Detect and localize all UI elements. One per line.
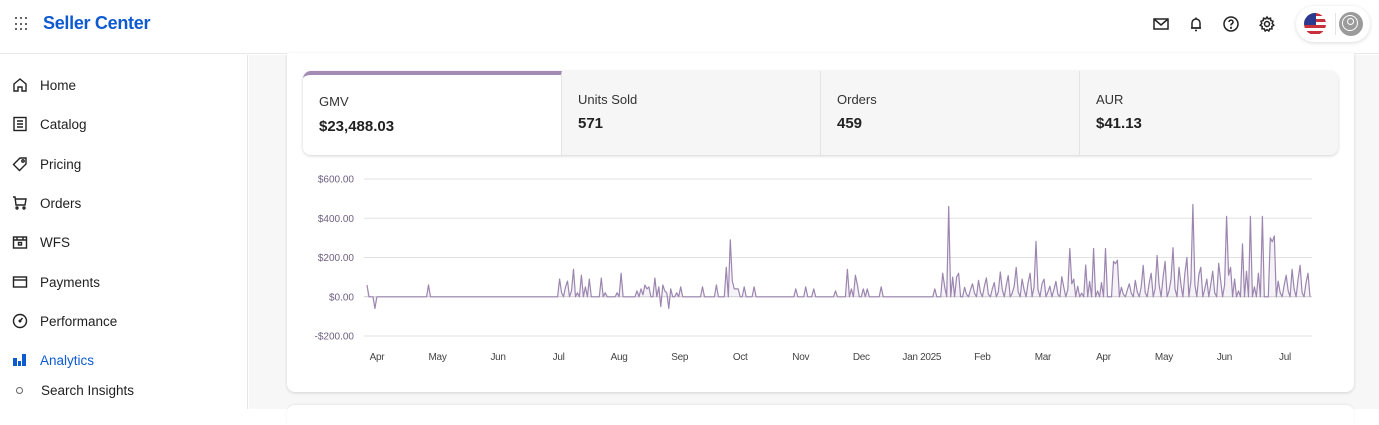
tab-label: GMV: [319, 94, 349, 109]
x-tick-label: Apr: [370, 352, 386, 363]
price-tag-icon: [12, 156, 28, 172]
main-content: GMV $23,488.03 Units Sold 571 Orders 459…: [249, 53, 1379, 425]
sidebar-item-label: Analytics: [40, 352, 95, 368]
x-tick-label: Jan 2025: [902, 352, 941, 363]
x-tick-label: Apr: [1096, 352, 1112, 363]
y-tick-label: $200.00: [318, 253, 355, 264]
grid-menu-icon[interactable]: [15, 17, 29, 31]
sidebar-item-label: Payments: [40, 274, 101, 290]
user-avatar-icon[interactable]: [1339, 12, 1363, 36]
y-tick-label: $600.00: [318, 175, 355, 186]
gauge-icon: [12, 313, 28, 329]
card-icon: [12, 274, 28, 290]
next-card: [287, 405, 1354, 425]
metric-tabs: GMV $23,488.03 Units Sold 571 Orders 459…: [303, 71, 1338, 155]
gmv-line-chart: -$200.00 $0.00 $200.00 $400.00 $600.00 Apr May…: [287, 163, 1354, 383]
tab-value: $41.13: [1096, 115, 1142, 132]
sidebar-item-orders[interactable]: Orders: [0, 188, 248, 218]
y-tick-label: $0.00: [329, 292, 354, 303]
analytics-card: GMV $23,488.03 Units Sold 571 Orders 459…: [287, 53, 1354, 392]
sidebar-item-home[interactable]: Home: [0, 70, 248, 100]
tab-value: 571: [578, 115, 604, 132]
y-tick-label: $400.00: [318, 214, 355, 225]
tab-gmv[interactable]: GMV $23,488.03: [303, 71, 562, 155]
brand-logo[interactable]: Seller Center: [43, 13, 151, 33]
x-tick-label: Sep: [671, 352, 689, 363]
sidebar-item-catalog[interactable]: Catalog: [0, 109, 248, 139]
account-pill[interactable]: [1296, 6, 1370, 42]
sidebar-item-payments[interactable]: Payments: [0, 267, 248, 297]
sidebar: Home Catalog Pricing Orders WFS Payments…: [0, 55, 248, 409]
sidebar-subitem-label: Search Insights: [41, 382, 135, 398]
sidebar-item-label: WFS: [40, 234, 70, 250]
x-tick-label: May: [1155, 352, 1173, 363]
bar-chart-icon: [12, 352, 28, 368]
x-tick-label: Aug: [611, 352, 628, 363]
x-tick-label: Feb: [974, 352, 991, 363]
tab-units-sold[interactable]: Units Sold 571: [562, 71, 821, 155]
chart-svg: -$200.00 $0.00 $200.00 $400.00 $600.00 Apr May…: [315, 175, 1312, 363]
x-tick-label: Mar: [1035, 352, 1052, 363]
cart-icon: [12, 195, 28, 211]
sidebar-item-label: Pricing: [40, 156, 82, 172]
series-line-gmv[interactable]: [366, 203, 1311, 310]
tab-orders[interactable]: Orders 459: [821, 71, 1080, 155]
mail-icon[interactable]: [1152, 15, 1170, 33]
tab-aur[interactable]: AUR $41.13: [1080, 71, 1338, 155]
sidebar-item-label: Catalog: [40, 116, 87, 132]
tab-value: 459: [837, 115, 863, 132]
top-bar: Seller Center: [0, 0, 1379, 54]
x-tick-label: Jul: [553, 352, 565, 363]
sidebar-item-label: Performance: [40, 313, 118, 329]
x-tick-label: Dec: [853, 352, 870, 363]
x-tick-label: Jun: [1217, 352, 1232, 363]
x-tick-label: Jun: [490, 352, 505, 363]
help-icon[interactable]: [1222, 15, 1240, 33]
sidebar-item-analytics[interactable]: Analytics: [0, 345, 248, 375]
y-tick-label: -$200.00: [315, 332, 355, 343]
tab-value: $23,488.03: [319, 118, 395, 135]
sidebar-item-label: Home: [40, 77, 77, 93]
sidebar-subitem-search-insights[interactable]: Search Insights: [0, 378, 248, 402]
x-tick-label: Oct: [733, 352, 748, 363]
bullet-icon: [16, 386, 23, 394]
pill-divider: [1335, 13, 1336, 35]
home-icon: [12, 77, 28, 93]
tab-label: Units Sold: [578, 92, 638, 107]
tab-label: AUR: [1096, 92, 1124, 107]
sidebar-item-wfs[interactable]: WFS: [0, 227, 248, 257]
sidebar-item-performance[interactable]: Performance: [0, 306, 248, 336]
x-tick-label: Jul: [1279, 352, 1291, 363]
tab-label: Orders: [837, 92, 877, 107]
sidebar-item-label: Orders: [40, 195, 82, 211]
warehouse-box-icon: [12, 234, 28, 250]
us-flag-icon[interactable]: [1304, 13, 1326, 35]
gear-icon[interactable]: [1258, 15, 1276, 33]
bell-icon[interactable]: [1187, 15, 1205, 33]
catalog-icon: [12, 116, 28, 132]
x-tick-label: May: [429, 352, 447, 363]
sidebar-item-pricing[interactable]: Pricing: [0, 149, 248, 179]
x-tick-label: Nov: [792, 352, 809, 363]
